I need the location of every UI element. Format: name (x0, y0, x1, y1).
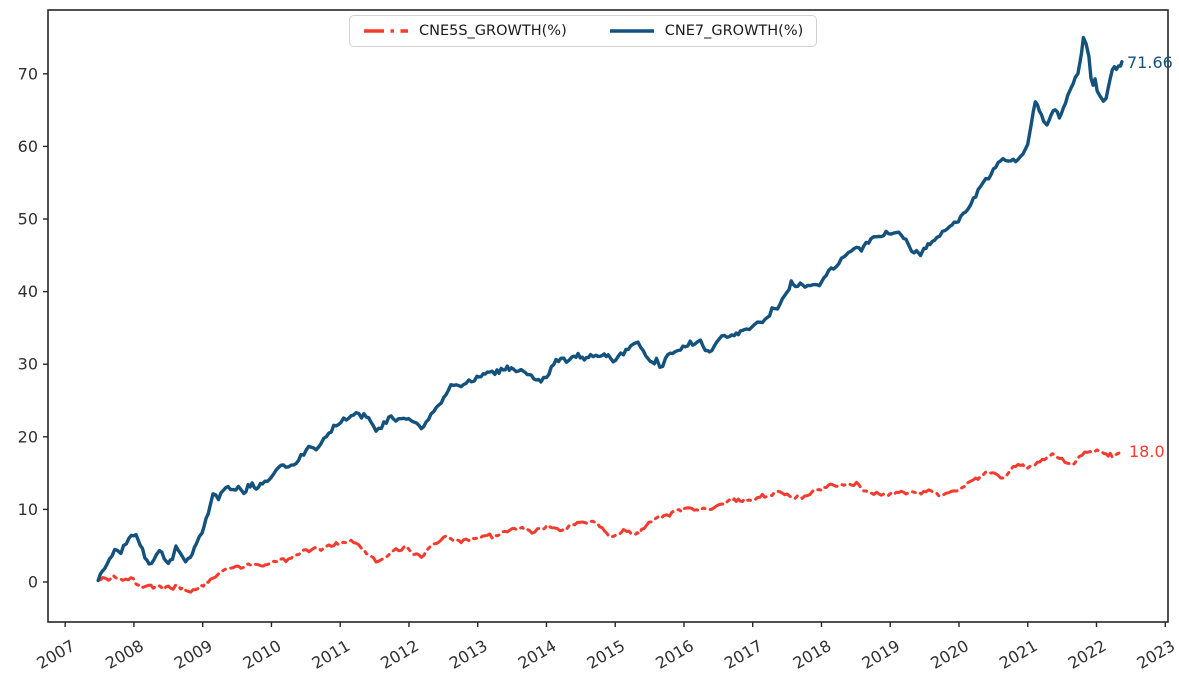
legend-box: CNE5S_GROWTH(%) CNE7_GROWTH(%) (349, 15, 818, 47)
x-tick-label: 2007 (33, 636, 78, 673)
x-tick-label: 2019 (858, 636, 903, 673)
x-tick-label: 2013 (446, 636, 491, 673)
y-tick-label: 0 (28, 572, 38, 591)
y-tick-label: 30 (18, 355, 38, 374)
x-tick-label: 2020 (927, 636, 972, 673)
x-tick-label: 2014 (515, 636, 560, 673)
x-tick-label: 2017 (721, 636, 766, 673)
y-tick-label: 40 (18, 282, 38, 301)
series-line-cne5s (96, 448, 1124, 594)
legend-item-cne7: CNE7_GROWTH(%) (609, 23, 804, 39)
legend-label-cne5s: CNE5S_GROWTH(%) (419, 23, 567, 39)
x-tick-label: 2018 (790, 636, 835, 673)
plot-border (47, 9, 1169, 623)
legend-solid-line-icon (609, 29, 654, 33)
legend-dashdot-line-icon (364, 29, 408, 33)
y-tick-label: 70 (18, 64, 38, 83)
x-tick-label: 2010 (240, 636, 285, 673)
x-tick-label: 2008 (102, 636, 147, 673)
x-tick-label: 2011 (308, 636, 353, 673)
x-tick-label: 2021 (996, 636, 1041, 673)
x-tick-label: 2022 (1065, 636, 1110, 673)
series-line-cne7 (96, 35, 1124, 583)
x-tick-label: 2015 (583, 636, 628, 673)
x-tick-label: 2012 (377, 636, 422, 673)
y-tick-label: 60 (18, 137, 38, 156)
x-tick-label: 2009 (171, 636, 216, 673)
y-tick-label: 20 (18, 427, 38, 446)
legend-item-cne5s: CNE5S_GROWTH(%) (363, 23, 567, 39)
x-tick-label: 2023 (1133, 636, 1178, 673)
y-tick-label: 50 (18, 210, 38, 229)
y-tick-label: 10 (18, 500, 38, 519)
x-tick-label: 2016 (652, 636, 697, 673)
legend-label-cne7: CNE7_GROWTH(%) (664, 23, 804, 39)
